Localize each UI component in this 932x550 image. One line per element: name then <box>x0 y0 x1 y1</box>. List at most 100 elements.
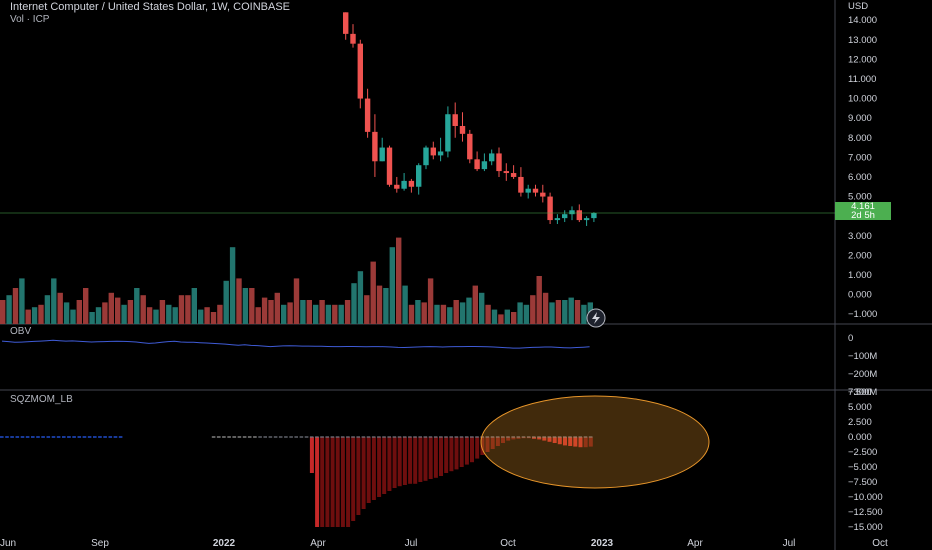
time-tick-label: Sep <box>91 538 109 549</box>
candle-body <box>583 218 590 221</box>
volume-bar <box>261 297 268 324</box>
candle-body <box>379 147 385 162</box>
volume-bar <box>249 288 255 324</box>
candle-body <box>547 196 553 221</box>
volume-bar <box>108 292 114 324</box>
lightning-icon <box>592 312 600 324</box>
candle-body <box>540 192 546 197</box>
volume-bar <box>115 297 121 324</box>
momentum-bar <box>377 437 382 497</box>
volume-bar <box>370 261 376 324</box>
volume-bar <box>127 300 134 324</box>
volume-bar <box>229 247 236 324</box>
candle-body <box>372 131 378 162</box>
volume-bar <box>357 271 364 324</box>
volume-bar <box>204 307 210 324</box>
momentum-bar <box>449 437 454 472</box>
volume-bar <box>344 300 351 324</box>
volume-bar <box>338 304 344 324</box>
momentum-bar <box>433 437 438 478</box>
volume-bar <box>523 304 530 324</box>
momentum-bar <box>516 437 521 439</box>
momentum-bar <box>346 437 351 527</box>
time-tick-label: Jul <box>405 538 418 549</box>
volume-bar <box>434 304 440 324</box>
momentum-bar <box>480 437 485 455</box>
candle-body <box>343 12 349 34</box>
candle-body <box>459 125 466 134</box>
candle-body <box>408 180 415 187</box>
momentum-bar <box>315 437 320 527</box>
momentum-bar <box>583 437 588 448</box>
momentum-bar <box>423 437 428 481</box>
momentum-bar <box>392 437 397 488</box>
price-tick-label: 0.000 <box>848 290 872 301</box>
momentum-bar <box>552 437 557 443</box>
momentum-bar <box>330 437 335 527</box>
obv-label: OBV <box>10 326 32 337</box>
volume-bar <box>389 247 395 324</box>
momentum-bar <box>464 437 469 465</box>
momentum-bar <box>356 437 361 515</box>
momentum-bar <box>397 437 402 487</box>
volume-bar <box>25 309 31 324</box>
volume-bars <box>0 237 593 324</box>
volume-bar <box>376 285 383 324</box>
candle-body <box>525 188 531 193</box>
obv-tick-label: −200M <box>848 369 877 380</box>
chart-title: Internet Computer / United States Dollar… <box>10 1 291 13</box>
volume-bar <box>517 302 523 324</box>
momentum-bar <box>485 437 490 452</box>
volume-bar <box>562 300 568 324</box>
volume-bar <box>421 302 427 324</box>
volume-bar <box>6 295 12 324</box>
volume-bar <box>415 300 421 324</box>
candle-body <box>437 151 444 156</box>
volume-bar <box>408 304 415 324</box>
volume-bar <box>166 304 172 324</box>
sqz-label: SQZMOM_LB <box>10 394 73 405</box>
volume-bar <box>453 300 459 324</box>
volume-bar <box>536 276 542 324</box>
volume-bar <box>479 292 485 324</box>
volume-bar <box>134 288 140 324</box>
candle-body <box>496 153 502 172</box>
sqz-tick-label: −12.500 <box>848 507 883 518</box>
volume-bar <box>581 304 587 324</box>
candle-body <box>569 210 575 215</box>
volume-bar <box>153 309 159 324</box>
volume-bar <box>402 285 408 324</box>
momentum-bar <box>490 437 495 449</box>
price-tick-label: 8.000 <box>848 133 872 144</box>
candle-body <box>416 165 422 187</box>
candle-body <box>576 210 582 221</box>
time-tick-label: Apr <box>310 538 326 549</box>
candle-body <box>357 43 363 99</box>
volume-bar <box>383 288 389 324</box>
volume-bar <box>70 309 76 324</box>
volume-bar <box>466 297 472 324</box>
time-tick-label: Jul <box>783 538 796 549</box>
volume-bar <box>242 288 249 324</box>
price-tick-label: 13.000 <box>848 35 877 46</box>
candle-body <box>503 171 509 174</box>
momentum-bar <box>325 437 330 527</box>
momentum-bar <box>506 437 511 441</box>
candle-body <box>364 98 371 132</box>
volume-bar <box>281 304 287 324</box>
volume-bar <box>530 295 536 324</box>
volume-bar <box>236 278 242 324</box>
candle-body <box>467 133 473 160</box>
highlight-ellipse <box>480 395 710 489</box>
volume-bar <box>568 297 574 324</box>
momentum-bar <box>428 437 433 479</box>
time-tick-label: 2022 <box>213 538 236 549</box>
bar-countdown: 2d 5h <box>851 210 875 221</box>
volume-bar <box>121 304 127 324</box>
volume-bar <box>300 300 306 324</box>
time-tick-label: Oct <box>872 538 888 549</box>
momentum-bar <box>563 437 567 446</box>
momentum-bar <box>335 437 340 527</box>
volume-bar <box>223 280 229 324</box>
